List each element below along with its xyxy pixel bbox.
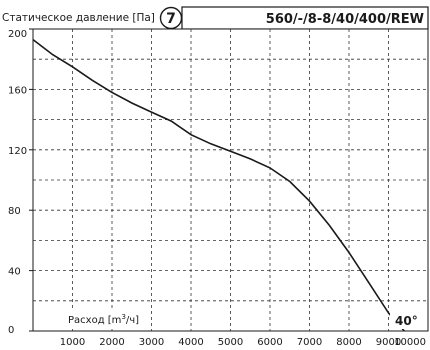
x-tick-label: 1000 — [60, 337, 85, 348]
curve-number-badge: 7 — [166, 11, 176, 27]
x-axis-label-sup: 3 — [121, 313, 125, 321]
x-tick-label: 10000 — [394, 337, 426, 348]
x-tick-label: 3000 — [139, 337, 164, 348]
x-tick-label: 5000 — [218, 337, 243, 348]
x-axis-label-suffix: /ч] — [126, 315, 139, 326]
model-code: 560/-/8-8/40/400/REW — [266, 12, 424, 27]
x-axis-ticks: 1000 2000 3000 4000 5000 6000 7000 8000 90001000… — [60, 337, 426, 348]
x-tick-label: 9000 — [376, 337, 401, 348]
x-tick-label: 7000 — [297, 337, 322, 348]
x-axis-label: Расход [m3/ч] — [68, 313, 139, 326]
y-axis-ticks: 0 40 80 120 160 200 — [8, 28, 33, 336]
y-tick-label: 40 — [8, 267, 21, 278]
x-axis-label-bg — [62, 311, 148, 327]
y-tick-label: 160 — [8, 85, 27, 96]
series-line-40deg — [32, 38, 405, 332]
x-tick-label: 2000 — [99, 337, 124, 348]
series-label: 40° — [395, 314, 418, 328]
x-axis-label-prefix: Расход [m — [68, 315, 121, 326]
grid-lines — [33, 29, 428, 331]
y-tick-label: 0 — [8, 325, 14, 336]
x-tick-label: 6000 — [257, 337, 282, 348]
y-tick-label: 120 — [8, 146, 27, 157]
x-tick-label: 8000 — [336, 337, 361, 348]
series-label-bg — [390, 311, 426, 329]
y-tick-label: 80 — [8, 206, 21, 217]
x-tick-label: 4000 — [178, 337, 203, 348]
chart-title: Статическое давление [Па] — [2, 12, 155, 24]
y-tick-label: 200 — [8, 29, 27, 40]
